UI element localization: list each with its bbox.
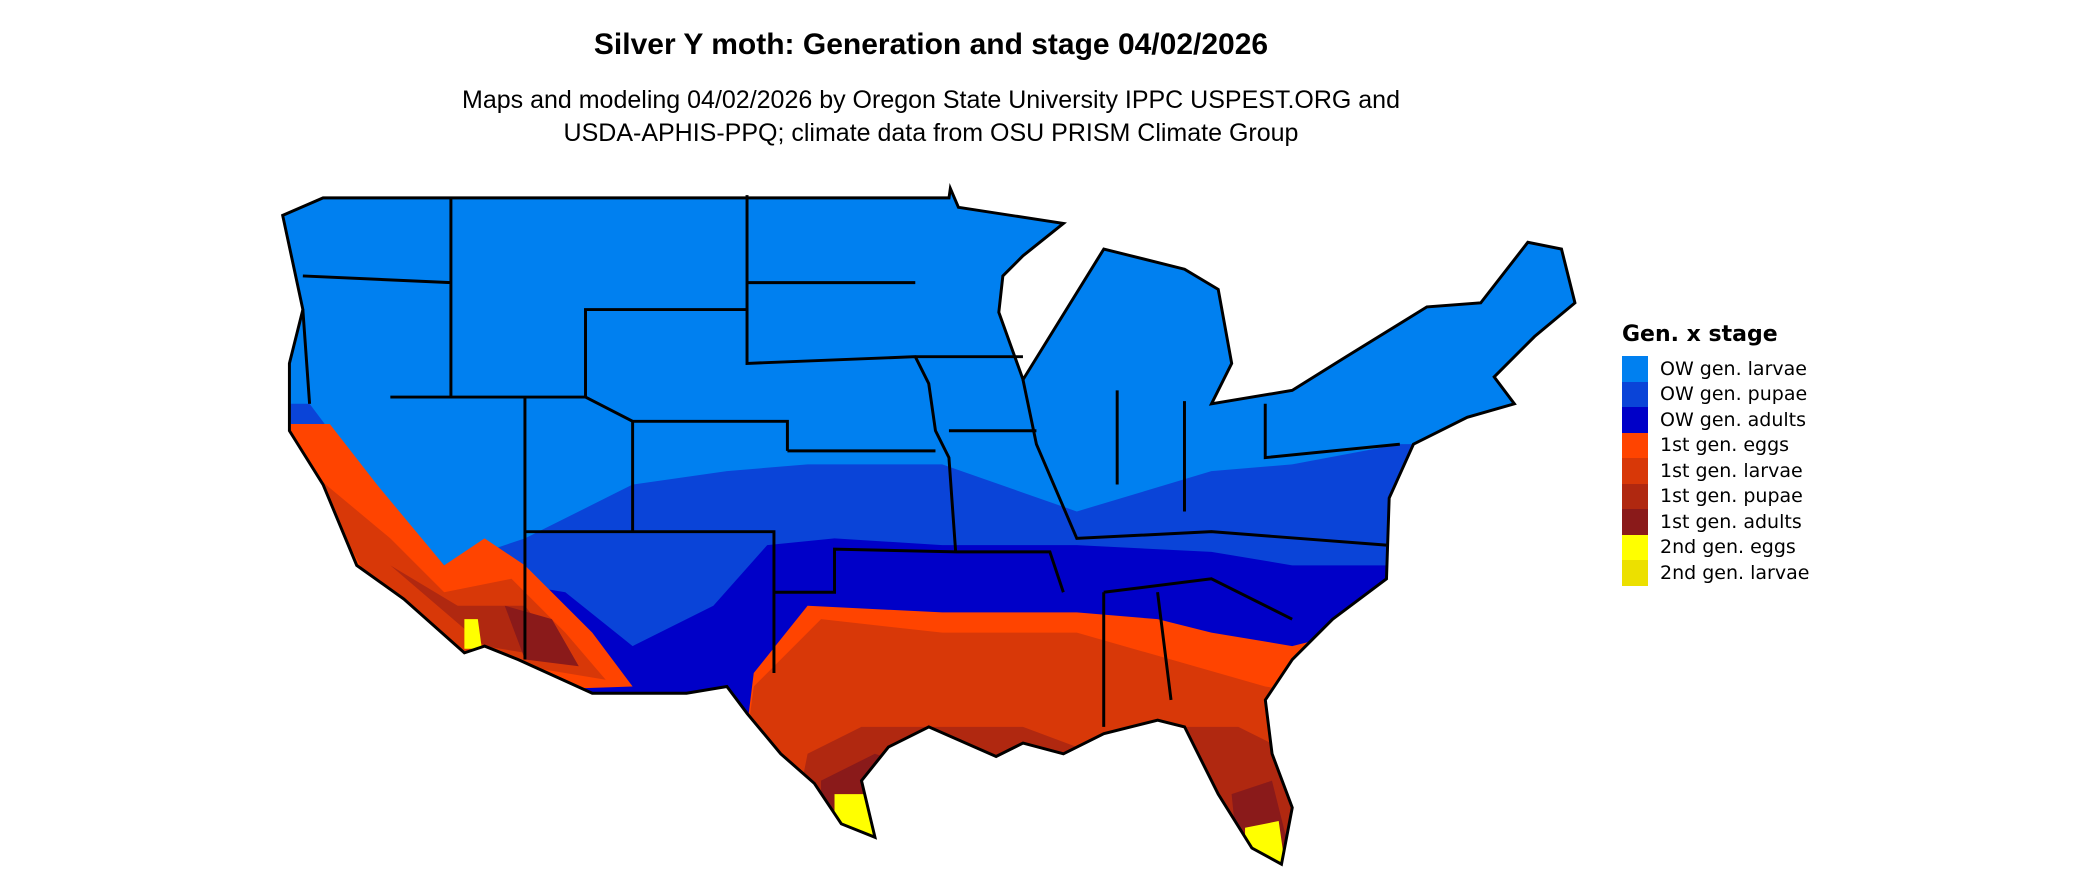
legend-item: OW gen. larvae xyxy=(1622,356,1809,382)
legend: Gen. x stage OW gen. larvae OW gen. pupae… xyxy=(1622,322,1809,586)
legend-swatch xyxy=(1622,534,1648,560)
legend-label: 1st gen. eggs xyxy=(1660,434,1790,457)
legend-swatch xyxy=(1622,407,1648,433)
map-title: Silver Y moth: Generation and stage 04/0… xyxy=(593,28,1269,61)
legend-label: OW gen. adults xyxy=(1660,408,1807,431)
subtitle-line-2: USDA-APHIS-PPQ; climate data from OSU PR… xyxy=(563,119,1299,147)
legend-swatch xyxy=(1622,432,1648,458)
legend-item: OW gen. pupae xyxy=(1622,381,1809,407)
legend-items: OW gen. larvae OW gen. pupae OW gen. adult… xyxy=(1622,356,1809,586)
legend-label: 1st gen. adults xyxy=(1660,510,1802,533)
legend-item: 2nd gen. eggs xyxy=(1622,534,1809,560)
legend-swatch xyxy=(1622,509,1648,535)
map-subtitle: Maps and modeling 04/02/2026 by Oregon S… xyxy=(0,84,1862,150)
legend-item: 1st gen. pupae xyxy=(1622,483,1809,509)
legend-title: Gen. x stage xyxy=(1622,322,1778,347)
legend-swatch xyxy=(1622,458,1648,484)
legend-item: 1st gen. larvae xyxy=(1622,458,1809,484)
legend-item: 1st gen. eggs xyxy=(1622,432,1809,458)
legend-swatch xyxy=(1622,381,1648,407)
legend-label: OW gen. pupae xyxy=(1660,383,1808,406)
subtitle-line-1: Maps and modeling 04/02/2026 by Oregon S… xyxy=(462,86,1400,114)
state-borders xyxy=(281,187,1577,866)
legend-swatch xyxy=(1622,356,1648,382)
legend-label: 2nd gen. eggs xyxy=(1660,536,1796,559)
legend-swatch xyxy=(1622,560,1648,586)
legend-label: OW gen. larvae xyxy=(1660,357,1807,380)
legend-item: OW gen. adults xyxy=(1622,407,1809,433)
legend-item: 1st gen. adults xyxy=(1622,509,1809,535)
legend-swatch xyxy=(1622,483,1648,509)
legend-label: 2nd gen. larvae xyxy=(1660,561,1810,584)
legend-label: 1st gen. pupae xyxy=(1660,485,1803,508)
legend-item: 2nd gen. larvae xyxy=(1622,560,1809,586)
legend-label: 1st gen. larvae xyxy=(1660,459,1803,482)
